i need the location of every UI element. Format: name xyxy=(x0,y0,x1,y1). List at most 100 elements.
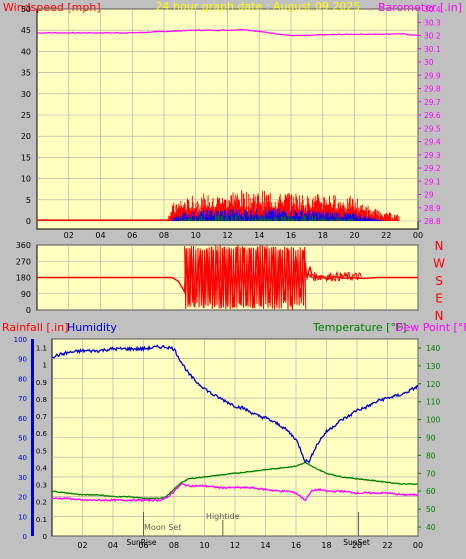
humidity-tick-label: 90 xyxy=(18,356,27,364)
temperature-line xyxy=(51,461,419,500)
barometer-tick-label: 30.3 xyxy=(424,18,441,27)
x-tick-label: 02 xyxy=(77,541,87,550)
barometer-tick-label: 29.5 xyxy=(424,124,441,133)
barometer-tick-label: 30.1 xyxy=(424,45,441,54)
temperature-tick-label: 80 xyxy=(426,451,436,460)
barometer-tick-label: 29.3 xyxy=(424,151,441,160)
dewpoint-axis-label: Dew Point [°F] xyxy=(395,321,466,334)
direction-tick-label: 0 xyxy=(26,306,31,315)
rain-humidity-temp-x-tick-labels: 02 04 06 08 10 12 14 16 18 20 22 00 xyxy=(77,541,423,550)
dewpoint-line xyxy=(51,482,419,503)
temperature-tick-label: 40 xyxy=(426,523,436,532)
windspeed-tick-label: 30 xyxy=(21,90,31,99)
rain-tick-label: 0.8 xyxy=(36,396,47,404)
compass-label: W xyxy=(433,257,445,271)
windspeed-tick-label: 35 xyxy=(21,69,31,78)
direction-jitter xyxy=(306,270,362,283)
rain-tick-label: 0.9 xyxy=(36,379,47,387)
windspeed-axis-label: Windspeed [mph] xyxy=(3,1,101,14)
humidity-tick-label: 70 xyxy=(18,395,27,403)
barometer-tick-label: 28.8 xyxy=(424,217,441,226)
humidity-line xyxy=(51,344,418,464)
x-tick-label: 14 xyxy=(260,541,270,550)
rain-tick-labels: 0 0.1 0.2 0.3 0.4 0.5 0.6 0.7 0.8 0.9 1 1.1 xyxy=(36,345,48,541)
compass-label: E xyxy=(435,292,443,306)
x-tick-label: 02 xyxy=(64,231,74,240)
wind-baro-series xyxy=(36,28,419,221)
x-tick-label: 10 xyxy=(199,541,209,550)
windspeed-tick-label: 45 xyxy=(21,26,31,35)
humidity-tick-label: 20 xyxy=(18,494,27,502)
barometer-tick-label: 29.1 xyxy=(424,177,441,186)
temperature-tick-label: 130 xyxy=(426,362,441,371)
direction-swings xyxy=(184,244,307,310)
x-tick-label: 20 xyxy=(352,541,362,550)
barometer-tick-label: 29 xyxy=(424,191,434,200)
direction-tick-label: 270 xyxy=(16,257,31,266)
humidity-tick-labels: 0 10 20 30 40 50 60 70 80 90 100 xyxy=(14,336,27,541)
humidity-tick-label: 30 xyxy=(18,474,27,482)
x-tick-label: 16 xyxy=(291,541,301,550)
humidity-tick-label: 0 xyxy=(23,533,27,541)
rain-tick-label: 0.4 xyxy=(36,464,48,472)
rain-tick-label: 0.1 xyxy=(36,516,47,524)
temperature-tick-label: 100 xyxy=(426,416,441,425)
barometer-tick-label: 29.4 xyxy=(424,138,441,147)
rain-tick-label: 0.7 xyxy=(36,413,47,421)
x-tick-label: 14 xyxy=(254,231,264,240)
x-tick-label: 16 xyxy=(286,231,296,240)
rain-tick-label: 1 xyxy=(43,362,47,370)
humidity-tick-label: 60 xyxy=(18,415,27,423)
humidity-tick-label: 10 xyxy=(18,513,27,521)
humidity-tick-label: 80 xyxy=(18,375,27,383)
barometer-tick-label: 29.8 xyxy=(424,85,441,94)
humidity-tick-label: 100 xyxy=(14,336,27,344)
windspeed-tick-label: 0 xyxy=(26,217,31,226)
rainfall-axis-label: Rainfall [.in] xyxy=(2,321,69,334)
temperature-tick-label: 90 xyxy=(426,434,436,443)
barometer-line xyxy=(36,28,419,37)
barometer-axis-label: Barometer [.in] xyxy=(378,1,462,14)
windspeed-tick-label: 50 xyxy=(21,5,31,14)
compass-label: N xyxy=(435,239,444,253)
barometer-tick-label: 29.6 xyxy=(424,111,441,120)
barometer-tick-label: 29.7 xyxy=(424,98,441,107)
temperature-tick-label: 50 xyxy=(426,505,436,514)
temperature-tick-label: 60 xyxy=(426,487,436,496)
rain-tick-label: 1.1 xyxy=(36,345,47,353)
temperature-tick-label: 140 xyxy=(426,344,441,353)
x-tick-label: 20 xyxy=(349,231,359,240)
direction-series xyxy=(37,244,418,310)
x-tick-label: 12 xyxy=(222,231,232,240)
windspeed-tick-label: 25 xyxy=(21,111,31,120)
chart-title: 24 hour graph date : August 09 2025 xyxy=(156,0,361,13)
temperature-axis-label: Temperature [°F] xyxy=(312,321,407,334)
x-tick-label: 12 xyxy=(230,541,240,550)
x-tick-label: 18 xyxy=(318,231,328,240)
windspeed-tick-label: 40 xyxy=(21,47,31,56)
x-tick-label: 06 xyxy=(127,231,137,240)
rain-tick-label: 0.6 xyxy=(36,430,48,438)
hightide-label: Hightide xyxy=(206,512,240,521)
barometer-tick-label: 30.4 xyxy=(424,5,441,14)
temperature-tick-label: 120 xyxy=(426,380,441,389)
x-tick-label: 22 xyxy=(382,541,392,550)
humidity-tick-label: 40 xyxy=(18,454,27,462)
x-tick-label: 00 xyxy=(413,541,423,550)
rain-axis-bar xyxy=(31,339,34,536)
barometer-tick-label: 28.9 xyxy=(424,204,441,213)
x-tick-label: 08 xyxy=(169,541,179,550)
temperature-tick-labels: 40 50 60 70 80 90 100 110 120 130 140 xyxy=(418,344,441,532)
x-tick-label: 04 xyxy=(108,541,118,550)
direction-tick-label: 360 xyxy=(16,241,31,250)
humidity-tick-label: 50 xyxy=(18,435,27,443)
x-tick-label: 22 xyxy=(381,231,391,240)
temperature-tick-label: 70 xyxy=(426,469,436,478)
x-tick-label: 10 xyxy=(191,231,201,240)
windspeed-tick-label: 5 xyxy=(26,196,31,205)
direction-tick-label: 90 xyxy=(21,290,31,299)
barometer-tick-label: 29.9 xyxy=(424,71,441,80)
barometer-tick-labels: 28.8 28.9 29 29.1 29.2 29.3 29.4 29.5 29.6 29.7 29… xyxy=(418,5,441,226)
